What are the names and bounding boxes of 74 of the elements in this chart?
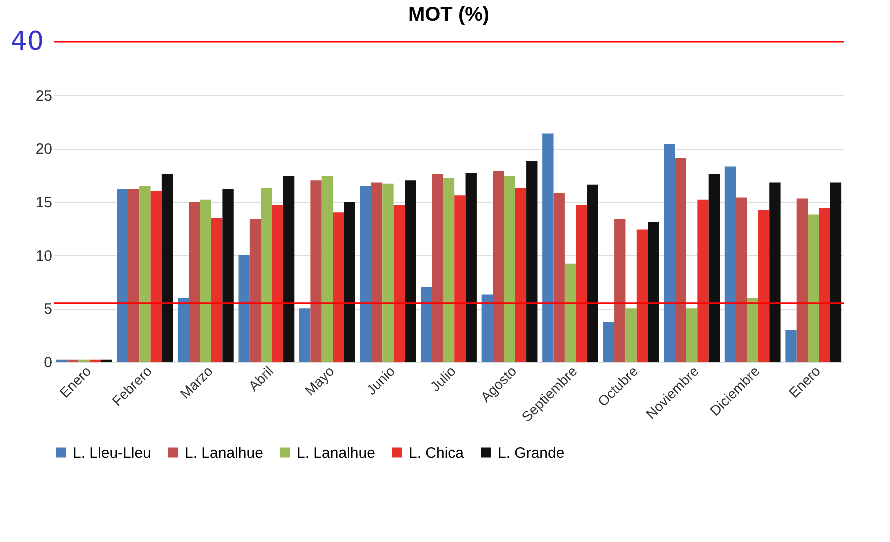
bar xyxy=(526,161,538,362)
bar xyxy=(222,189,234,362)
bar xyxy=(250,219,262,362)
bar xyxy=(272,205,284,362)
bar xyxy=(189,202,200,362)
bar xyxy=(686,308,698,362)
bar xyxy=(360,186,372,362)
legend-label: L. Chica xyxy=(409,444,465,462)
y-tick-label: 20 xyxy=(36,141,52,158)
bar xyxy=(238,255,250,362)
bar xyxy=(808,214,820,362)
bar xyxy=(648,222,660,362)
bar xyxy=(564,264,576,362)
bar xyxy=(576,205,588,362)
bar xyxy=(212,218,223,362)
bar xyxy=(454,196,466,362)
bar xyxy=(603,322,615,362)
bar xyxy=(344,202,356,362)
bar xyxy=(300,308,311,362)
bar xyxy=(310,180,322,362)
bar xyxy=(626,308,637,362)
bar xyxy=(515,188,527,362)
bar xyxy=(150,191,162,362)
y-tick-label: 15 xyxy=(36,194,52,212)
bar xyxy=(796,198,808,362)
y-tick-label: 5 xyxy=(44,301,52,318)
bar xyxy=(382,184,394,362)
y-tick-label: 25 xyxy=(36,88,52,105)
bar xyxy=(724,166,736,362)
bar xyxy=(405,180,416,362)
bar xyxy=(466,173,477,362)
bar xyxy=(140,186,151,362)
bar xyxy=(443,178,455,362)
y-tick-label: 10 xyxy=(36,248,52,265)
bar xyxy=(432,174,444,362)
bar xyxy=(128,189,140,362)
bar xyxy=(736,198,748,362)
bar xyxy=(786,330,797,362)
bar xyxy=(117,189,128,362)
bar xyxy=(698,200,709,362)
legend-label: L. Lleu-Lleu xyxy=(73,444,152,462)
x-tick-label: Julio xyxy=(427,362,460,395)
bar xyxy=(830,182,842,362)
bar xyxy=(492,171,504,362)
bar xyxy=(675,158,686,362)
bar xyxy=(636,230,648,362)
legend-label: L. Grande xyxy=(498,444,565,462)
bar xyxy=(664,144,676,362)
bar xyxy=(322,176,334,362)
bar xyxy=(819,208,830,362)
bar xyxy=(178,298,190,362)
bar xyxy=(587,184,598,362)
bar xyxy=(371,182,383,362)
bar xyxy=(162,174,174,362)
bar xyxy=(504,176,516,362)
bar xyxy=(747,298,758,362)
bar xyxy=(542,134,554,362)
bar xyxy=(261,188,272,362)
legend-label: L. Lanalhue xyxy=(185,444,264,462)
chart-title: MOT (%) xyxy=(408,4,490,26)
legend-label: L. Lanalhue xyxy=(297,444,376,462)
bar xyxy=(482,294,493,362)
bar xyxy=(770,182,781,362)
bar xyxy=(283,176,295,362)
bar xyxy=(394,205,406,362)
bar xyxy=(200,200,212,362)
bar xyxy=(708,174,720,362)
bar xyxy=(554,193,565,362)
bar xyxy=(333,212,344,362)
y-tick-label: 0 xyxy=(44,354,52,372)
text: 40 xyxy=(10,27,44,57)
bar xyxy=(614,219,626,362)
bar xyxy=(758,210,770,362)
bar xyxy=(421,287,432,362)
